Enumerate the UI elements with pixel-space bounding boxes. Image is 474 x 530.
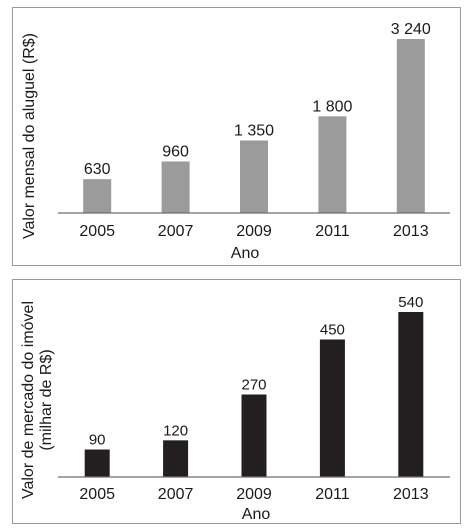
data-label-2013: 3 240 bbox=[391, 21, 431, 38]
x-tick-label-2013: 2013 bbox=[393, 486, 429, 503]
x-axis-label: Ano bbox=[242, 506, 271, 523]
bar-2007 bbox=[161, 161, 190, 213]
x-tick-label-2007: 2007 bbox=[158, 486, 194, 503]
data-label-2005: 90 bbox=[89, 432, 106, 449]
data-label-2005: 630 bbox=[84, 161, 111, 178]
bar-2011 bbox=[319, 339, 345, 477]
x-tick-label-2005: 2005 bbox=[79, 486, 115, 503]
x-tick-label-2011: 2011 bbox=[315, 486, 350, 503]
data-label-2011: 450 bbox=[320, 322, 345, 339]
bar-2013 bbox=[396, 39, 425, 213]
x-axis-label: Ano bbox=[231, 245, 260, 262]
data-label-2007: 120 bbox=[163, 422, 188, 439]
data-label-2007: 960 bbox=[162, 143, 189, 160]
data-label-2011: 1 800 bbox=[312, 98, 352, 115]
y-axis-label-line: (milhar de R$) bbox=[38, 349, 55, 450]
data-label-2009: 270 bbox=[241, 377, 266, 394]
bar-2005 bbox=[83, 179, 112, 213]
x-tick-label-2011: 2011 bbox=[315, 223, 350, 240]
y-axis-label-line: Valor mensal do aluguel (R$) bbox=[21, 33, 38, 239]
bar-2009 bbox=[240, 140, 268, 213]
bar-2013 bbox=[398, 312, 424, 477]
rent-chart: 2005 2007 2009 2011 2013 630 960 1 350 1 800 3 2… bbox=[21, 21, 450, 262]
x-tick-label-2009: 2009 bbox=[236, 223, 272, 240]
y-axis-label: Valor de mercado do imóvel(milhar de R$) bbox=[20, 301, 55, 499]
bar-2011 bbox=[318, 116, 347, 213]
x-tick-label-2013: 2013 bbox=[393, 223, 429, 240]
bar-2009 bbox=[241, 394, 267, 477]
bar-2007 bbox=[163, 440, 189, 477]
market-value-chart-panel: 2005 2007 2009 2011 2013 90 120 270 450 540 Ano … bbox=[12, 279, 461, 524]
data-label-2013: 540 bbox=[398, 294, 423, 311]
x-tick-label-2009: 2009 bbox=[236, 486, 272, 503]
rent-chart-panel: 2005 2007 2009 2011 2013 630 960 1 350 1 800 3 2… bbox=[12, 7, 461, 266]
y-axis-label-line: Valor de mercado do imóvel bbox=[20, 301, 37, 499]
y-axis-label: Valor mensal do aluguel (R$) bbox=[21, 33, 38, 239]
x-tick-label-2005: 2005 bbox=[79, 223, 115, 240]
bar-2005 bbox=[84, 449, 110, 477]
data-label-2009: 1 350 bbox=[234, 123, 274, 140]
x-tick-label-2007: 2007 bbox=[158, 223, 194, 240]
